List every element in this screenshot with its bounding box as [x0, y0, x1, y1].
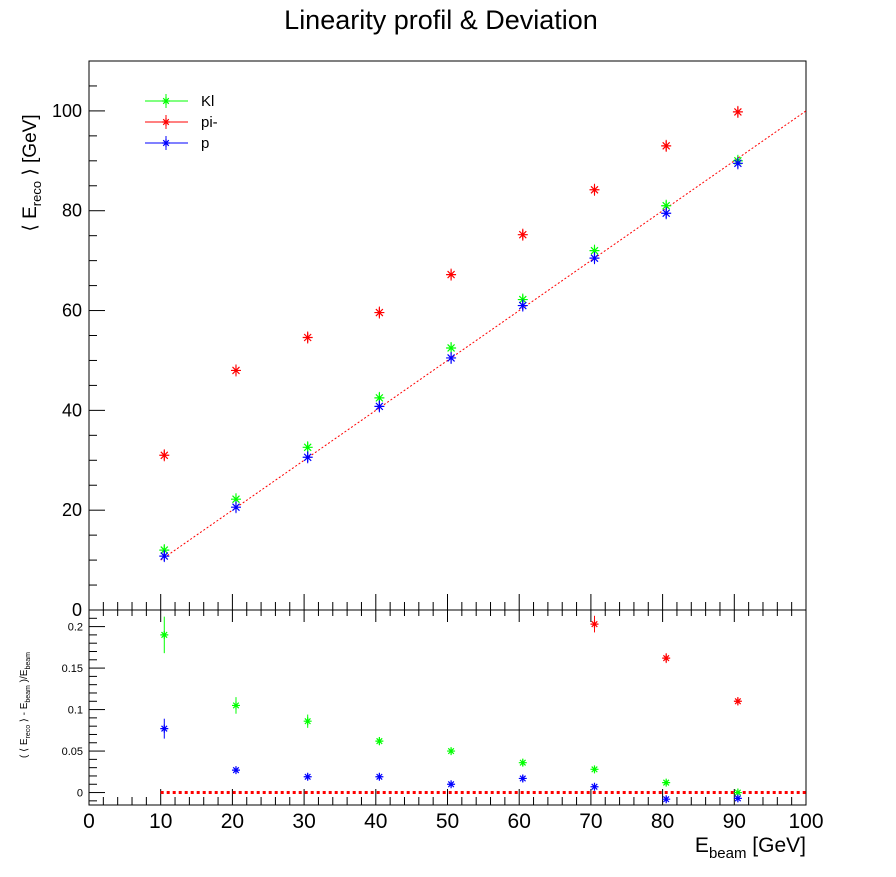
legend-marker-pi	[162, 118, 170, 126]
upper-y-tick-label: 20	[62, 500, 82, 520]
x-tick-label: 10	[149, 810, 172, 833]
legend-label-pi: pi-	[201, 114, 218, 131]
lower-point-p	[447, 780, 456, 789]
lower-point-kl	[375, 737, 384, 746]
lower-point-kl	[590, 765, 599, 774]
lower-y-tick-label: 0.1	[68, 705, 83, 717]
lower-point-p	[303, 772, 312, 781]
upper-y-tick-label: 80	[62, 201, 82, 221]
x-tick-label: 0	[83, 810, 95, 833]
upper-y-tick-label: 100	[52, 101, 82, 121]
legend-label-p: p	[201, 135, 209, 152]
upper-y-tick-label: 0	[72, 600, 82, 620]
upper-reference-line	[160, 110, 807, 561]
x-tick-label: 20	[221, 810, 244, 833]
upper-y-axis-title: ⟨ Ereco ⟩ [GeV]	[20, 114, 44, 231]
legend-marker-p	[162, 139, 170, 147]
legend-marker-kl	[162, 97, 170, 105]
lower-y-tick-label: 0.05	[62, 746, 83, 758]
lower-point-pi	[662, 654, 671, 663]
lower-point-p	[160, 724, 169, 733]
x-tick-label: 60	[508, 810, 531, 833]
lower-point-pi	[733, 697, 742, 706]
lower-point-p	[733, 794, 742, 803]
upper-y-tick-label: 40	[62, 400, 82, 420]
lower-point-p	[590, 782, 599, 791]
x-tick-label: 80	[651, 810, 674, 833]
lower-point-kl	[231, 701, 240, 710]
x-tick-label: 40	[364, 810, 387, 833]
lower-point-kl	[447, 747, 456, 756]
lower-point-pi	[590, 620, 599, 629]
lower-point-kl	[733, 788, 742, 797]
chart-title: Linearity profil & Deviation	[284, 5, 598, 35]
lower-y-tick-label: 0	[77, 788, 83, 800]
x-tick-label: 70	[579, 810, 602, 833]
upper-y-tick-label: 60	[62, 301, 82, 321]
lower-y-tick-label: 0.2	[68, 622, 83, 634]
lower-point-kl	[662, 778, 671, 787]
lower-point-p	[231, 766, 240, 775]
lower-point-p	[662, 795, 671, 804]
x-tick-label: 100	[788, 810, 823, 833]
x-tick-label: 50	[436, 810, 459, 833]
lower-point-p	[518, 774, 527, 783]
lower-y-axis-title: ( ⟨ Ereco ⟩ - Ebeam )/Ebeam	[19, 652, 32, 758]
x-axis-title: Ebeam [GeV]	[695, 834, 806, 862]
lower-point-kl	[303, 717, 312, 726]
upper-plot: 0 20 40 60 80 100	[52, 60, 807, 620]
lower-point-kl	[160, 630, 169, 639]
lower-plot-frame	[88, 609, 807, 806]
lower-y-tick-label: 0.15	[62, 663, 83, 675]
legend: Kl pi-p	[145, 93, 218, 152]
legend-label-kl: Kl	[201, 93, 214, 110]
lower-point-p	[375, 772, 384, 781]
lower-plot: 0 0.05 0.1 0.15 0.2 0 10 20 30 40 50 60 70 80 90 100	[62, 609, 824, 833]
x-tick-label: 90	[723, 810, 746, 833]
upper-plot-frame	[88, 60, 807, 611]
lower-point-kl	[518, 758, 527, 767]
x-tick-label: 30	[292, 810, 315, 833]
